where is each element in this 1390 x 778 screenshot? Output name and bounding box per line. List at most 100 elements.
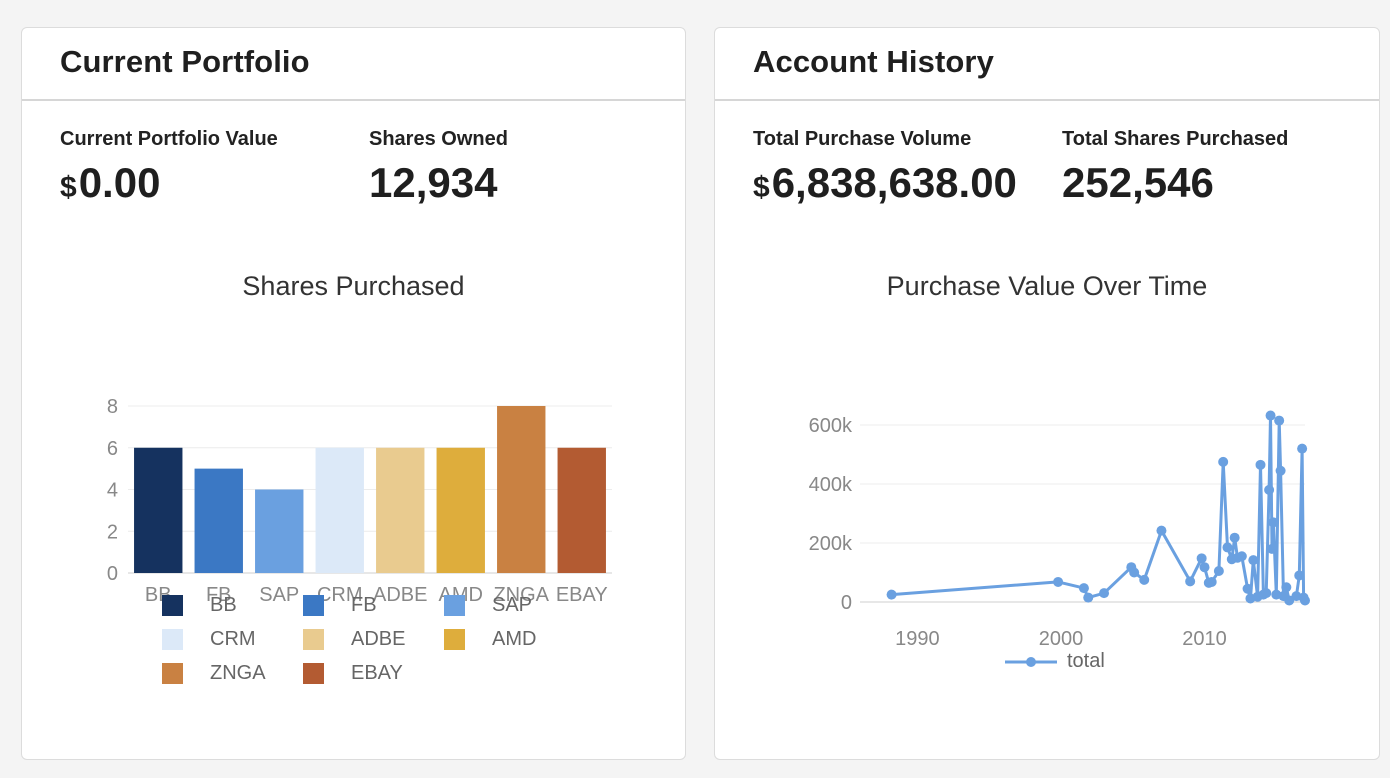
data-point[interactable]: [1268, 517, 1279, 528]
data-point[interactable]: [1255, 459, 1266, 470]
shares-purchased-bar-chart: 02468BBFBSAPCRMADBEAMDZNGAEBAY: [107, 396, 612, 606]
legend-swatch: [162, 594, 183, 616]
bar-znga[interactable]: [497, 406, 546, 573]
data-point[interactable]: [1242, 583, 1253, 594]
data-point[interactable]: [1264, 484, 1275, 495]
data-point[interactable]: [1139, 574, 1150, 585]
data-point[interactable]: [1274, 415, 1285, 426]
data-point[interactable]: [1284, 595, 1295, 606]
bar-sap[interactable]: [255, 489, 304, 574]
legend-item-amd[interactable]: AMD: [444, 628, 585, 650]
bar-bb[interactable]: [134, 447, 183, 573]
data-point[interactable]: [1248, 555, 1259, 566]
data-point[interactable]: [1129, 567, 1140, 578]
bar-ebay[interactable]: [557, 447, 606, 573]
data-point[interactable]: [1199, 562, 1210, 573]
data-point[interactable]: [1218, 456, 1229, 467]
shares-owned-stat: Shares Owned 12,934: [369, 128, 649, 207]
data-point[interactable]: [1266, 543, 1277, 554]
shares-purchased-label: Total Shares Purchased: [1062, 128, 1289, 150]
shares-purchased-legend: BB FB SAP CRM ADBE AMD ZNGA EBAY: [162, 594, 585, 684]
data-point[interactable]: [1236, 551, 1247, 562]
bar-adbe[interactable]: [376, 447, 425, 573]
legend-item-adbe[interactable]: ADBE: [303, 628, 444, 650]
legend-label: FB: [351, 593, 377, 616]
data-point[interactable]: [1275, 465, 1286, 476]
legend-item-crm[interactable]: CRM: [162, 628, 303, 650]
series-line-total: [891, 414, 1307, 602]
bar-x-tick-label: SAP: [259, 584, 299, 606]
data-point[interactable]: [1196, 553, 1207, 564]
purchase-volume-stat: Total Purchase Volume $6,838,638.00: [753, 128, 1025, 207]
portfolio-value-label: Current Portfolio Value: [60, 128, 278, 150]
legend-label: ZNGA: [210, 661, 266, 684]
data-point[interactable]: [1053, 576, 1064, 587]
line-x-tick-label: 1990: [895, 628, 940, 648]
data-point[interactable]: [1297, 443, 1308, 454]
line-y-tick-label: 0: [841, 592, 852, 614]
purchase-value-legend: total: [1005, 650, 1105, 673]
shares-owned-value: 12,934: [369, 159, 498, 206]
portfolio-card-header: Current Portfolio: [22, 28, 685, 101]
data-point[interactable]: [1083, 592, 1094, 603]
portfolio-value-stat: Current Portfolio Value $0.00: [60, 128, 350, 207]
data-point[interactable]: [1099, 588, 1110, 599]
legend-label: EBAY: [351, 661, 403, 684]
data-point[interactable]: [1300, 595, 1310, 606]
data-point[interactable]: [1206, 576, 1217, 587]
portfolio-title: Current Portfolio: [60, 44, 310, 79]
purchase-value-line-chart: 0 200k 400k 600k 1990 2000 2010: [809, 410, 1310, 648]
legend-line-marker-icon: [1005, 656, 1057, 667]
purchase-volume-amount: 6,838,638.00: [771, 159, 1017, 206]
legend-label: ADBE: [351, 627, 406, 650]
legend-label: CRM: [210, 627, 256, 650]
legend-item-bb[interactable]: BB: [162, 594, 303, 616]
bar-amd[interactable]: [436, 447, 485, 573]
shares-purchased-chart-title: Shares Purchased: [242, 271, 465, 301]
data-point[interactable]: [1213, 566, 1224, 577]
data-point[interactable]: [1156, 525, 1167, 536]
data-point[interactable]: [1222, 542, 1233, 553]
purchase-value-chart-title: Purchase Value Over Time: [886, 271, 1208, 301]
legend-item-sap[interactable]: SAP: [444, 594, 585, 616]
data-point[interactable]: [1281, 582, 1292, 593]
bar-y-tick-label: 6: [107, 438, 118, 460]
data-point[interactable]: [1229, 532, 1240, 543]
shares-purchased-value: 252,546: [1062, 159, 1214, 206]
legend-label: AMD: [492, 627, 537, 650]
legend-item-ebay[interactable]: EBAY: [303, 662, 444, 684]
legend-item-znga[interactable]: ZNGA: [162, 662, 303, 684]
shares-purchased-stat: Total Shares Purchased 252,546: [1062, 128, 1352, 207]
legend-swatch: [303, 662, 324, 684]
data-point[interactable]: [1294, 570, 1305, 581]
line-y-tick-label: 400k: [809, 474, 853, 496]
bar-crm[interactable]: [315, 447, 364, 573]
data-point[interactable]: [1185, 576, 1196, 587]
history-title: Account History: [753, 44, 994, 79]
bar-fb[interactable]: [194, 468, 243, 573]
bar-x-tick-label: ZNGA: [493, 584, 549, 606]
legend-series-total: total: [1067, 650, 1105, 672]
line-x-tick-label: 2000: [1039, 628, 1084, 648]
legend-swatch: [444, 594, 465, 616]
line-x-tick-label: 2010: [1182, 628, 1227, 648]
portfolio-value-currency: $: [60, 171, 77, 204]
bar-y-tick-label: 4: [107, 480, 118, 502]
legend-label: BB: [210, 593, 237, 616]
data-point[interactable]: [1078, 583, 1089, 594]
portfolio-card: Current Portfolio Current Portfolio Valu…: [21, 27, 686, 760]
legend-swatch: [444, 628, 465, 650]
bar-y-tick-label: 2: [107, 521, 118, 543]
bar-y-tick-label: 8: [107, 396, 118, 418]
purchase-volume-label: Total Purchase Volume: [753, 128, 972, 150]
data-point[interactable]: [1261, 588, 1272, 599]
bar-x-tick-label: CRM: [317, 584, 363, 606]
line-y-tick-label: 200k: [809, 533, 853, 555]
legend-swatch: [303, 594, 324, 616]
data-point[interactable]: [1265, 410, 1276, 421]
history-card: Account History Total Purchase Volume $6…: [714, 27, 1380, 760]
legend-swatch: [303, 628, 324, 650]
legend-item-fb[interactable]: FB: [303, 594, 444, 616]
data-point[interactable]: [886, 589, 897, 600]
purchase-volume-value: $6,838,638.00: [753, 159, 1025, 207]
